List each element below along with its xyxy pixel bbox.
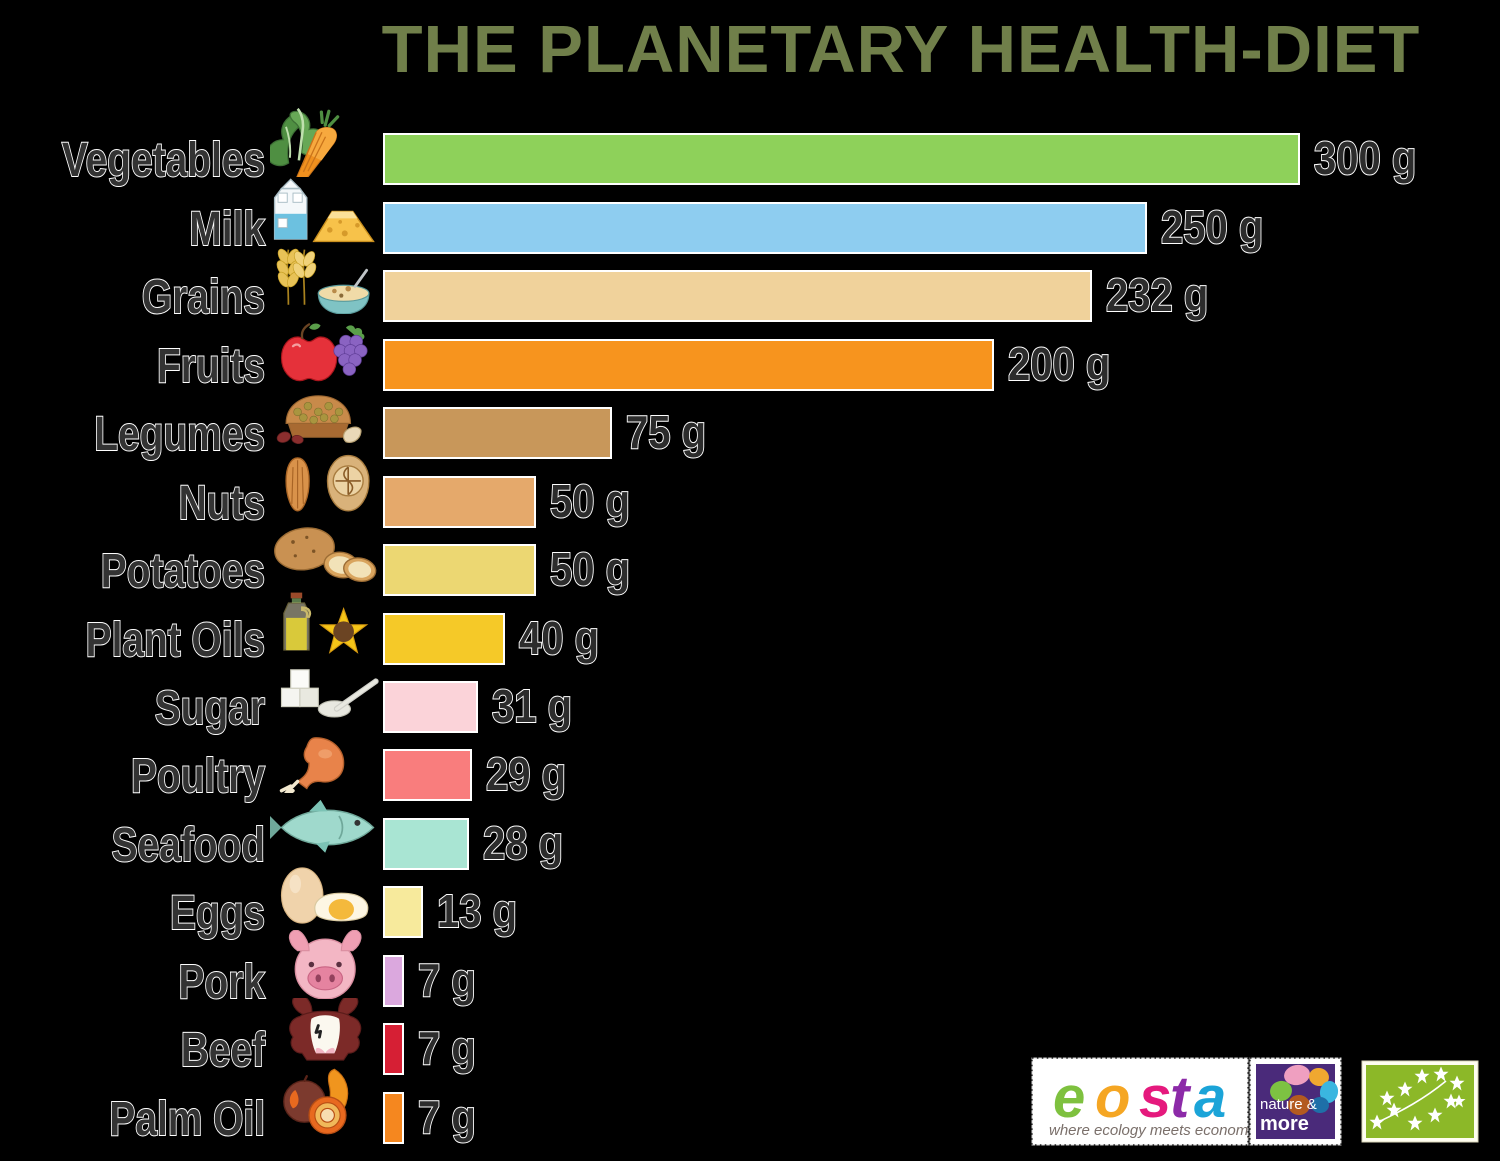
svg-text:t: t xyxy=(1170,1065,1192,1130)
svg-text:o: o xyxy=(1095,1065,1130,1130)
svg-text:more: more xyxy=(1260,1113,1309,1135)
svg-text:s: s xyxy=(1139,1065,1171,1130)
svg-text:nature &: nature & xyxy=(1260,1096,1317,1113)
svg-text:a: a xyxy=(1194,1065,1226,1130)
svg-text:where ecology meets economy: where ecology meets economy xyxy=(1049,1122,1257,1139)
svg-text:e: e xyxy=(1053,1065,1085,1130)
